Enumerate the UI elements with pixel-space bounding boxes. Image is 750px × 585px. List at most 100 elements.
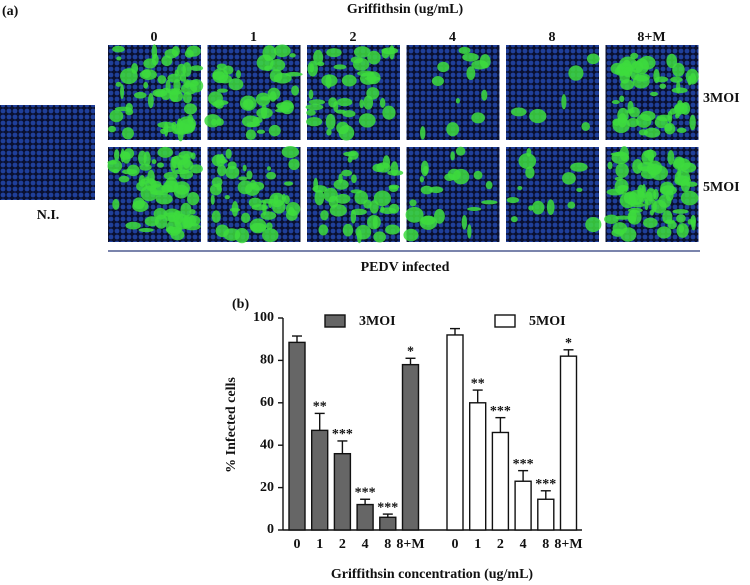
infected-cluster: [372, 216, 378, 229]
infected-cluster: [670, 76, 683, 83]
infected-cluster: [420, 126, 426, 140]
infected-cluster: [267, 87, 281, 100]
infected-cluster: [517, 185, 523, 191]
infected-cluster: [462, 52, 479, 62]
infected-cluster: [173, 184, 189, 199]
infected-cluster: [180, 74, 187, 82]
infected-cluster: [125, 221, 141, 230]
infected-cluster: [604, 214, 619, 224]
infected-cluster: [677, 166, 682, 179]
y-axis-label: % Infected cells: [224, 377, 239, 473]
infected-cluster: [481, 89, 488, 101]
infected-cluster: [248, 197, 262, 208]
infected-cluster: [326, 128, 332, 136]
significance-label: ***: [332, 427, 353, 442]
infected-cluster: [333, 64, 347, 70]
infected-cluster: [359, 99, 364, 109]
significance-label: **: [471, 376, 485, 391]
infected-cluster: [659, 83, 667, 89]
legend-label: 5MOI: [529, 314, 566, 329]
infected-cluster: [352, 58, 370, 71]
infected-cluster: [627, 100, 634, 114]
infected-cluster: [359, 72, 377, 85]
infected-cluster: [177, 159, 194, 172]
infected-cluster: [667, 220, 677, 230]
infected-cluster: [157, 75, 167, 84]
infected-cluster: [273, 44, 291, 58]
infected-cluster: [182, 91, 192, 104]
row-label: 3MOI: [703, 91, 740, 106]
bar: [537, 498, 555, 531]
significance-label: ***: [377, 500, 398, 515]
infected-cluster: [273, 73, 292, 84]
y-tick-label: 60: [260, 395, 274, 410]
infected-cluster: [305, 103, 324, 111]
infected-cluster: [567, 201, 576, 209]
infected-cluster: [307, 60, 318, 77]
bar: [491, 431, 510, 531]
infected-cluster: [151, 54, 159, 66]
infected-cluster: [231, 200, 239, 217]
infected-cluster: [615, 215, 631, 220]
infected-cluster: [182, 216, 190, 228]
infected-cluster: [259, 96, 271, 101]
infected-cluster: [225, 148, 232, 159]
infected-cluster: [107, 159, 123, 173]
infected-cluster: [532, 200, 545, 215]
infected-cluster: [381, 48, 390, 59]
infected-cluster: [211, 177, 223, 188]
infected-cluster: [241, 212, 251, 224]
x-tick-label: 1: [474, 537, 481, 552]
infected-cluster: [506, 197, 520, 204]
infected-cluster: [350, 189, 363, 194]
infected-cluster: [186, 45, 201, 57]
infected-cluster: [235, 70, 241, 79]
significance-label: ***: [513, 457, 534, 472]
infected-cluster: [308, 89, 314, 100]
infected-cluster: [367, 50, 381, 65]
significance-label: **: [313, 400, 327, 415]
infected-cluster: [640, 110, 656, 122]
infected-cluster: [437, 61, 450, 73]
infected-cluster: [348, 150, 359, 160]
infected-cluster: [165, 79, 171, 93]
bar: [333, 452, 352, 531]
infected-cluster: [157, 121, 175, 129]
column-label: 4: [449, 30, 456, 45]
infected-cluster: [155, 193, 173, 205]
infected-cluster: [615, 162, 629, 178]
infected-cluster: [369, 200, 379, 214]
infected-cluster: [380, 206, 385, 212]
infected-cluster: [139, 163, 152, 171]
infected-cluster: [243, 99, 249, 108]
infected-cluster: [262, 228, 279, 243]
infected-cluster: [632, 74, 650, 89]
infected-cluster: [388, 45, 395, 60]
control-label: N.I.: [37, 208, 60, 223]
infected-cluster: [115, 81, 122, 87]
infected-cluster: [585, 216, 602, 233]
infected-cluster: [189, 79, 204, 93]
infected-cluster: [660, 181, 675, 195]
infected-cluster: [452, 168, 470, 185]
column-label: 8+M: [637, 30, 665, 45]
infected-cluster: [306, 109, 316, 116]
infected-cluster: [363, 199, 372, 209]
infected-cluster: [485, 181, 493, 190]
infected-cluster: [189, 164, 203, 174]
control-image: [0, 105, 95, 200]
infected-cluster: [455, 97, 460, 104]
infected-cluster: [269, 59, 286, 72]
infected-cluster: [223, 65, 234, 75]
infected-cluster: [152, 88, 168, 98]
infected-cluster: [680, 162, 697, 173]
bar: [559, 355, 578, 531]
infected-cluster: [518, 153, 537, 169]
infected-cluster: [269, 192, 285, 208]
infected-cluster: [252, 116, 263, 124]
infected-cluster: [382, 105, 396, 120]
infected-cluster: [450, 151, 455, 161]
x-tick-label: 1: [316, 537, 323, 552]
y-tick-label: 80: [260, 353, 274, 368]
bar: [288, 341, 306, 531]
